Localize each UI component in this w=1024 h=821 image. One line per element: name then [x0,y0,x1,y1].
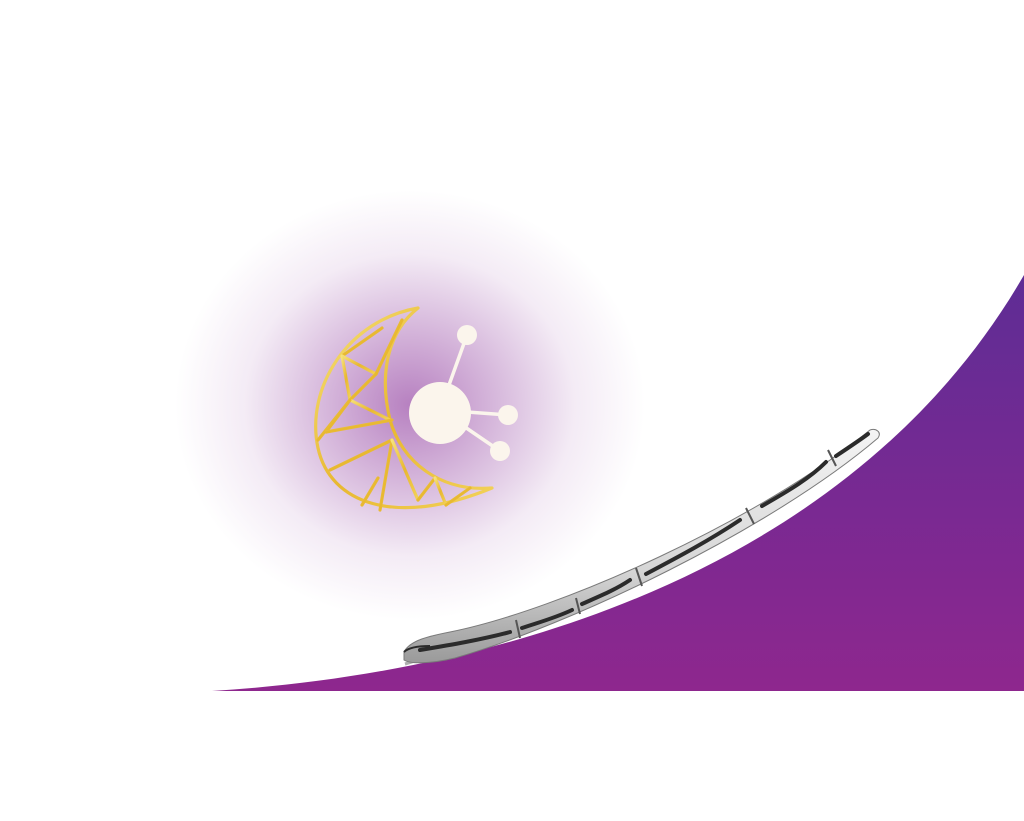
high-speed-train-icon [403,429,880,666]
logo-glow [175,190,645,620]
purple-hill [212,275,1024,691]
network-node-icon [409,325,518,461]
crescent-moon-geometric-icon [314,306,494,512]
